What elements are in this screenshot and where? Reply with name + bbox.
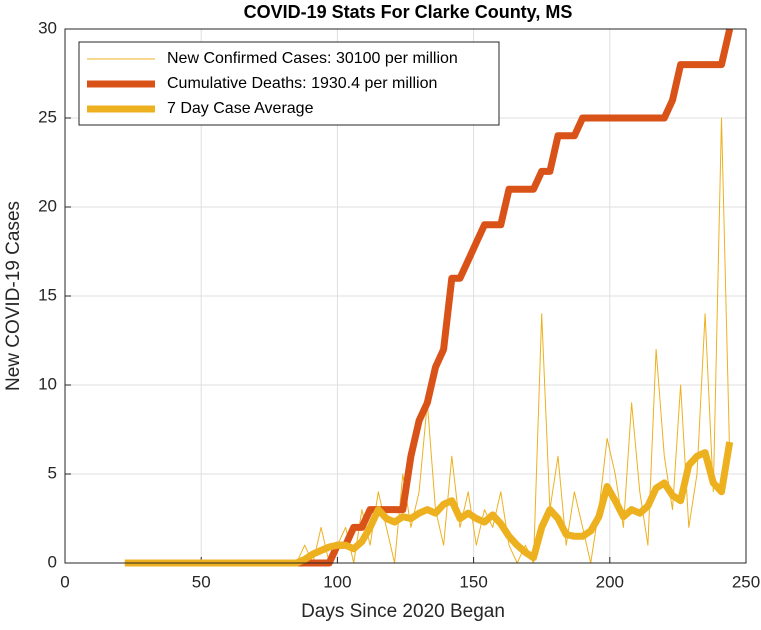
chart-title: COVID-19 Stats For Clarke County, MS bbox=[244, 2, 573, 22]
legend-label: 7 Day Case Average bbox=[167, 100, 314, 117]
x-tick-label: 200 bbox=[596, 572, 624, 591]
y-tick-label: 0 bbox=[48, 552, 57, 571]
x-tick-label: 250 bbox=[732, 572, 760, 591]
x-tick-label: 150 bbox=[459, 572, 487, 591]
y-tick-label: 30 bbox=[38, 18, 57, 37]
x-tick-label: 100 bbox=[323, 572, 351, 591]
legend-label: Cumulative Deaths: 1930.4 per million bbox=[167, 75, 437, 92]
x-tick-label: 0 bbox=[60, 572, 69, 591]
y-tick-label: 15 bbox=[38, 285, 57, 304]
y-tick-label: 20 bbox=[38, 196, 57, 215]
axes-box bbox=[64, 28, 747, 564]
y-axis-label: New COVID-19 Cases bbox=[3, 201, 24, 391]
y-tick-label: 25 bbox=[38, 107, 57, 126]
y-tick-label: 5 bbox=[48, 463, 57, 482]
y-tick-label: 10 bbox=[38, 374, 57, 393]
x-axis-label: Days Since 2020 Began bbox=[301, 601, 505, 622]
x-tick-label: 50 bbox=[192, 572, 211, 591]
legend-label: New Confirmed Cases: 30100 per million bbox=[167, 50, 458, 67]
